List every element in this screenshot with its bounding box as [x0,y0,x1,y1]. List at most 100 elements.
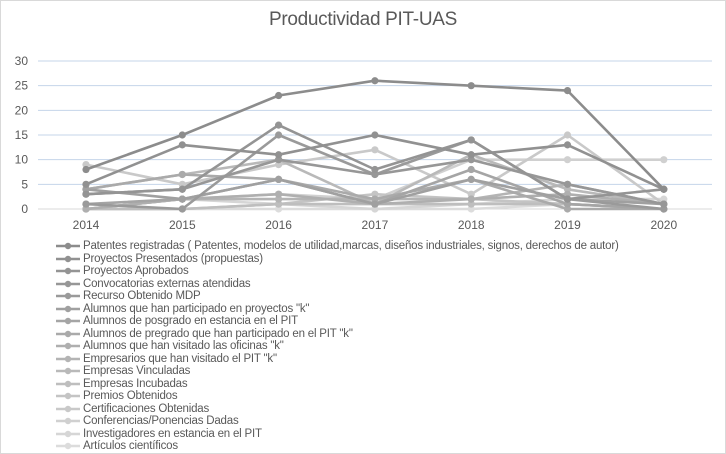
legend-marker-icon [56,255,80,262]
data-point [563,195,572,203]
plot-area: 0 5 10 15 20 25 30 2014 2015 2016 2017 2018 2019 2020 [15,54,712,232]
legend-item: Alumnos que han visitado las oficinas "k… [56,340,716,353]
data-point [275,161,283,169]
legend-label: Certificaciones Obtenidas [83,402,210,415]
data-point [467,151,475,159]
y-tick-label: 25 [15,79,29,93]
data-point [275,175,283,183]
data-point [275,205,283,213]
legend-marker-icon [56,355,80,362]
y-tick-label: 15 [15,128,29,142]
legend-marker-icon [56,330,80,337]
data-point [467,82,475,90]
legend-item: Proyectos Aprobados [56,265,716,278]
data-point [82,205,90,213]
legend-item: Empresarios que han visitado el PIT "k" [56,353,716,366]
y-tick-label: 10 [15,153,29,167]
legend-item: Empresas Vinculadas [56,365,716,378]
data-point [467,195,475,203]
legend-marker-icon [56,343,80,350]
data-point [660,185,668,193]
legend-label: Proyectos Aprobados [83,265,189,278]
y-tick-label: 20 [15,103,29,117]
legend-label: Empresarios que han visitado el PIT "k" [83,352,277,365]
data-point [467,205,475,213]
x-tick-label: 2014 [73,218,100,232]
x-tick-label: 2020 [650,218,677,232]
x-tick-label: 2016 [265,218,292,232]
legend-item: Premios Obtenidos [56,390,716,403]
data-point [660,156,668,164]
data-point [371,77,379,85]
data-point [563,185,572,193]
data-point [563,200,572,208]
data-point [178,195,186,203]
data-point [178,141,186,149]
legend-marker-icon [56,280,80,287]
data-point [371,146,379,154]
legend-item: Patentes registradas ( Patentes, modelos… [56,240,716,253]
legend-label: Empresas Incubadas [83,377,188,390]
legend-label: Artículos científicos [83,440,178,453]
data-point [178,205,186,213]
legend-item: Convocatorias externas atendidas [56,278,716,291]
x-tick-label: 2015 [169,218,196,232]
legend-marker-icon [56,243,80,250]
data-point [467,190,475,198]
data-point [371,131,379,139]
legend-item: Certificaciones Obtenidas [56,403,716,416]
legend-label: Alumnos de pregrado que han participado … [83,327,353,340]
legend-item: Conferencias/Ponencias Dadas [56,415,716,428]
legend-label: Patentes registradas ( Patentes, modelos… [83,240,619,253]
data-point [82,165,90,174]
legend-marker-icon [56,393,80,400]
legend-marker-icon [56,418,80,425]
data-point [563,190,572,198]
legend-item: Recurso Obtenido MDP [56,290,716,303]
data-point [660,200,668,208]
data-point [467,156,475,164]
data-point [467,165,475,174]
data-point [467,175,475,183]
legend-label: Convocatorias externas atendidas [83,277,251,290]
legend-label: Premios Obtenidos [83,390,178,403]
data-point [82,200,90,208]
legend-marker-icon [56,305,80,312]
legend-marker-icon [56,293,80,300]
data-point [82,180,90,188]
legend-item: Investigadores en estancia en el PIT [56,428,716,441]
data-point [275,121,283,129]
legend-marker-icon [56,405,80,412]
data-point [563,141,572,149]
data-point [275,156,283,164]
data-point [563,131,572,139]
data-point [371,195,379,203]
data-point [563,87,572,95]
legend-item: Alumnos de pregrado que han participado … [56,328,716,341]
data-point [82,185,90,193]
legend-item: Alumnos que han participado en proyectos… [56,303,716,316]
data-point [371,190,379,198]
legend-item: Artículos científicos [56,440,716,453]
legend-marker-icon [56,318,80,325]
data-point [563,156,572,164]
legend-label: Alumnos que han visitado las oficinas "k… [83,340,284,353]
legend-label: Alumnos que han participado en proyectos… [83,302,310,315]
data-point [178,170,186,179]
data-point [275,200,283,208]
data-point [275,151,283,159]
data-point [371,205,379,213]
data-point [660,205,668,213]
legend-label: Empresas Vinculadas [83,365,191,378]
legend-item: Empresas Incubadas [56,378,716,391]
data-point [178,131,186,139]
x-tick-label: 2018 [458,218,485,232]
data-point [467,200,475,208]
x-tick-label: 2019 [554,218,581,232]
legend-label: Conferencias/Ponencias Dadas [83,415,239,428]
legend-marker-icon [56,380,80,387]
data-point [275,91,283,100]
data-point [275,131,283,139]
data-point [660,195,668,203]
